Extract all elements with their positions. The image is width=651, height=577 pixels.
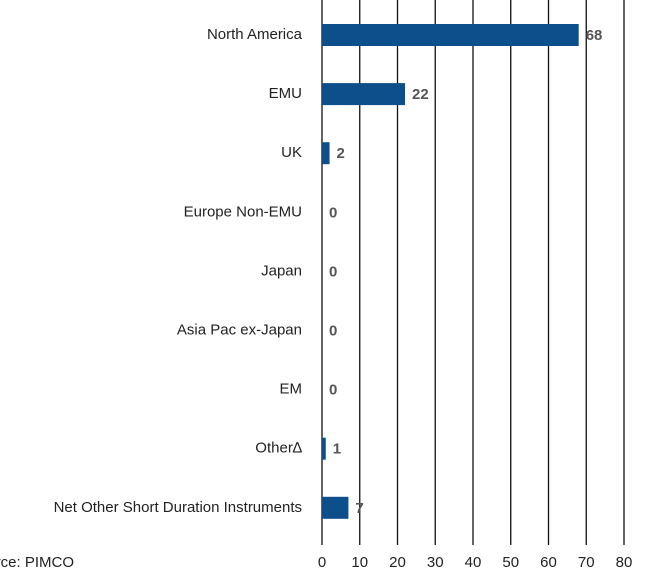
y-tick-label: Net Other Short Duration Instruments — [54, 499, 302, 516]
x-tick-label: 20 — [389, 554, 406, 571]
y-tick-label: UK — [281, 144, 302, 161]
bar — [322, 496, 349, 519]
y-tick-label: Japan — [261, 262, 302, 279]
value-label: 1 — [333, 441, 341, 458]
y-tick-label: Europe Non-EMU — [184, 203, 302, 220]
bar — [322, 437, 326, 460]
y-tick-label: Other∆ — [255, 440, 303, 457]
value-label: 68 — [586, 27, 603, 44]
y-tick-label: EMU — [269, 85, 302, 102]
x-tick-label: 70 — [578, 554, 595, 571]
y-tick-label: EM — [280, 381, 303, 398]
x-tick-label: 50 — [502, 554, 519, 571]
value-label: 7 — [355, 500, 363, 517]
value-label: 2 — [337, 145, 345, 162]
value-label: 22 — [412, 86, 429, 103]
y-tick-label: North America — [207, 26, 303, 43]
y-tick-label: Asia Pac ex-Japan — [177, 321, 302, 338]
x-tick-label: 30 — [427, 554, 444, 571]
x-tick-label: 60 — [540, 554, 557, 571]
value-label: 0 — [329, 204, 337, 221]
x-tick-label: 80 — [616, 554, 633, 571]
x-tick-label: 0 — [318, 554, 326, 571]
x-tick-label: 10 — [351, 554, 368, 571]
bar — [322, 142, 330, 165]
x-tick-label: 40 — [465, 554, 482, 571]
source-note: Source: PIMCO — [0, 554, 74, 571]
value-label: 0 — [329, 382, 337, 399]
bar — [322, 83, 406, 106]
value-label: 0 — [329, 263, 337, 280]
value-label: 0 — [329, 322, 337, 339]
bar — [322, 24, 579, 46]
